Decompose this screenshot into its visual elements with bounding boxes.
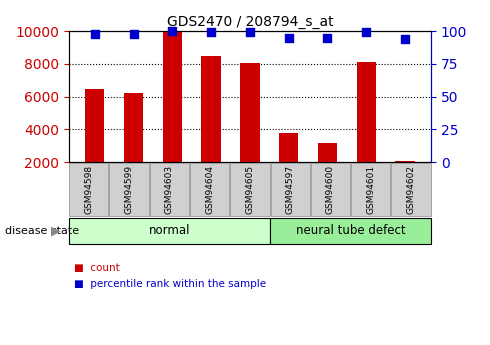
Title: GDS2470 / 208794_s_at: GDS2470 / 208794_s_at — [167, 14, 333, 29]
Text: normal: normal — [148, 224, 190, 237]
Text: neural tube defect: neural tube defect — [296, 224, 405, 237]
Text: ■  count: ■ count — [74, 263, 119, 273]
Text: GSM94598: GSM94598 — [84, 165, 93, 214]
Point — [91, 31, 98, 37]
Text: ■  percentile rank within the sample: ■ percentile rank within the sample — [74, 279, 266, 289]
Text: GSM94599: GSM94599 — [124, 165, 134, 214]
Point — [207, 30, 215, 35]
Point — [169, 28, 176, 34]
Bar — [201, 57, 221, 195]
Text: GSM94601: GSM94601 — [366, 165, 375, 214]
Bar — [395, 160, 415, 195]
Text: GSM94604: GSM94604 — [205, 165, 214, 214]
Point — [246, 30, 254, 35]
Bar — [240, 63, 260, 195]
Point — [401, 36, 409, 42]
Bar — [318, 143, 337, 195]
Point — [285, 35, 293, 40]
Text: disease state: disease state — [5, 226, 79, 236]
Point — [362, 30, 370, 35]
Point — [323, 35, 331, 40]
Text: GSM94605: GSM94605 — [245, 165, 254, 214]
Text: ▶: ▶ — [51, 224, 61, 237]
Bar — [357, 62, 376, 195]
Text: GSM94603: GSM94603 — [165, 165, 174, 214]
Bar — [163, 32, 182, 195]
Bar — [124, 92, 143, 195]
Text: GSM94602: GSM94602 — [407, 165, 416, 214]
Text: GSM94597: GSM94597 — [286, 165, 294, 214]
Text: GSM94600: GSM94600 — [326, 165, 335, 214]
Bar — [279, 134, 298, 195]
Point — [130, 31, 138, 37]
Bar — [85, 89, 104, 195]
